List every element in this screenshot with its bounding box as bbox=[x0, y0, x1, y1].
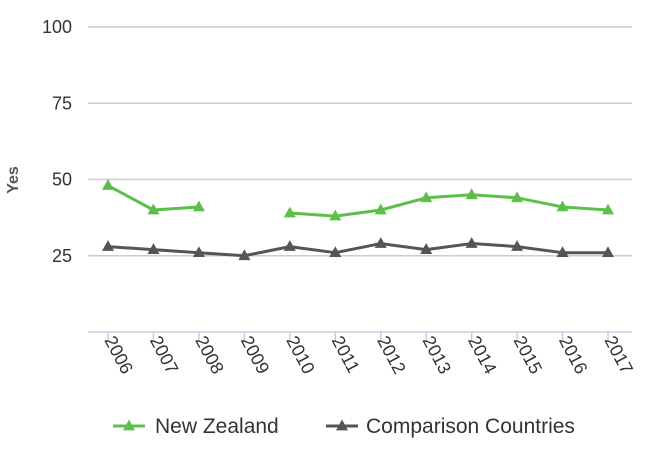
data-point-2017[interactable] bbox=[602, 246, 614, 258]
data-point-2006[interactable] bbox=[102, 240, 114, 251]
data-point-2010[interactable] bbox=[283, 206, 296, 218]
x-tick-label: 2012 bbox=[373, 332, 409, 377]
data-point-2015[interactable] bbox=[511, 191, 524, 203]
y-axis-label: Yes bbox=[5, 166, 22, 194]
series-layer bbox=[102, 179, 614, 261]
x-tick-label: 2014 bbox=[464, 332, 500, 377]
x-tick-label: 2013 bbox=[419, 332, 455, 377]
data-point-2013[interactable] bbox=[420, 243, 433, 254]
legend-marker bbox=[123, 419, 135, 431]
data-point-2015[interactable] bbox=[511, 240, 524, 251]
series-line bbox=[107, 242, 608, 258]
x-tick-label: 2006 bbox=[100, 332, 136, 377]
data-point-2016[interactable] bbox=[556, 200, 569, 212]
data-point-2016[interactable] bbox=[556, 246, 569, 258]
data-point-2008[interactable] bbox=[192, 246, 205, 258]
legend[interactable]: New Zealand Comparison Countries bbox=[113, 415, 575, 438]
data-point-2012[interactable] bbox=[374, 237, 387, 248]
grid-lines bbox=[88, 26, 632, 257]
x-axis: 2006 2007 2008 2009 2010 2011 2012 2013 2014 2015… bbox=[88, 331, 637, 377]
data-point-2009[interactable] bbox=[238, 249, 251, 261]
data-point-2006[interactable] bbox=[102, 179, 114, 190]
legend-label: New Zealand bbox=[155, 415, 279, 438]
data-point-2012[interactable] bbox=[374, 203, 387, 215]
x-tick-label: 2010 bbox=[282, 332, 318, 377]
y-tick-label: 100 bbox=[42, 17, 72, 37]
data-point-2017[interactable] bbox=[602, 203, 614, 215]
x-tick-label: 2015 bbox=[510, 332, 546, 377]
y-tick-label: 50 bbox=[52, 170, 72, 190]
legend-label: Comparison Countries bbox=[366, 415, 575, 438]
x-tick-label: 2007 bbox=[146, 332, 182, 377]
series-line bbox=[289, 193, 609, 218]
data-point-2011[interactable] bbox=[329, 246, 342, 258]
data-point-2007[interactable] bbox=[147, 203, 160, 215]
legend-item-new-zealand[interactable]: New Zealand bbox=[113, 415, 279, 438]
y-tick-labels: 100 75 50 25 bbox=[42, 17, 72, 266]
data-point-2008[interactable] bbox=[192, 200, 205, 212]
series-new-zealand[interactable] bbox=[102, 179, 614, 221]
y-tick-label: 75 bbox=[52, 93, 72, 113]
x-tick-label: 2016 bbox=[555, 332, 591, 377]
x-tick-label: 2017 bbox=[600, 332, 636, 377]
data-point-2014[interactable] bbox=[465, 188, 478, 200]
data-point-2011[interactable] bbox=[329, 209, 342, 221]
legend-item-comparison-countries[interactable]: Comparison Countries bbox=[326, 415, 575, 438]
x-tick-label: 2009 bbox=[237, 332, 273, 377]
data-point-2014[interactable] bbox=[465, 237, 478, 248]
x-tick-label: 2008 bbox=[191, 332, 227, 377]
data-point-2007[interactable] bbox=[147, 243, 160, 254]
y-tick-label: 25 bbox=[52, 246, 72, 266]
legend-marker bbox=[336, 419, 348, 431]
series-comparison-countries[interactable] bbox=[102, 237, 614, 261]
data-point-2013[interactable] bbox=[420, 191, 433, 203]
data-point-2010[interactable] bbox=[283, 240, 296, 251]
x-tick-label: 2011 bbox=[328, 332, 364, 376]
